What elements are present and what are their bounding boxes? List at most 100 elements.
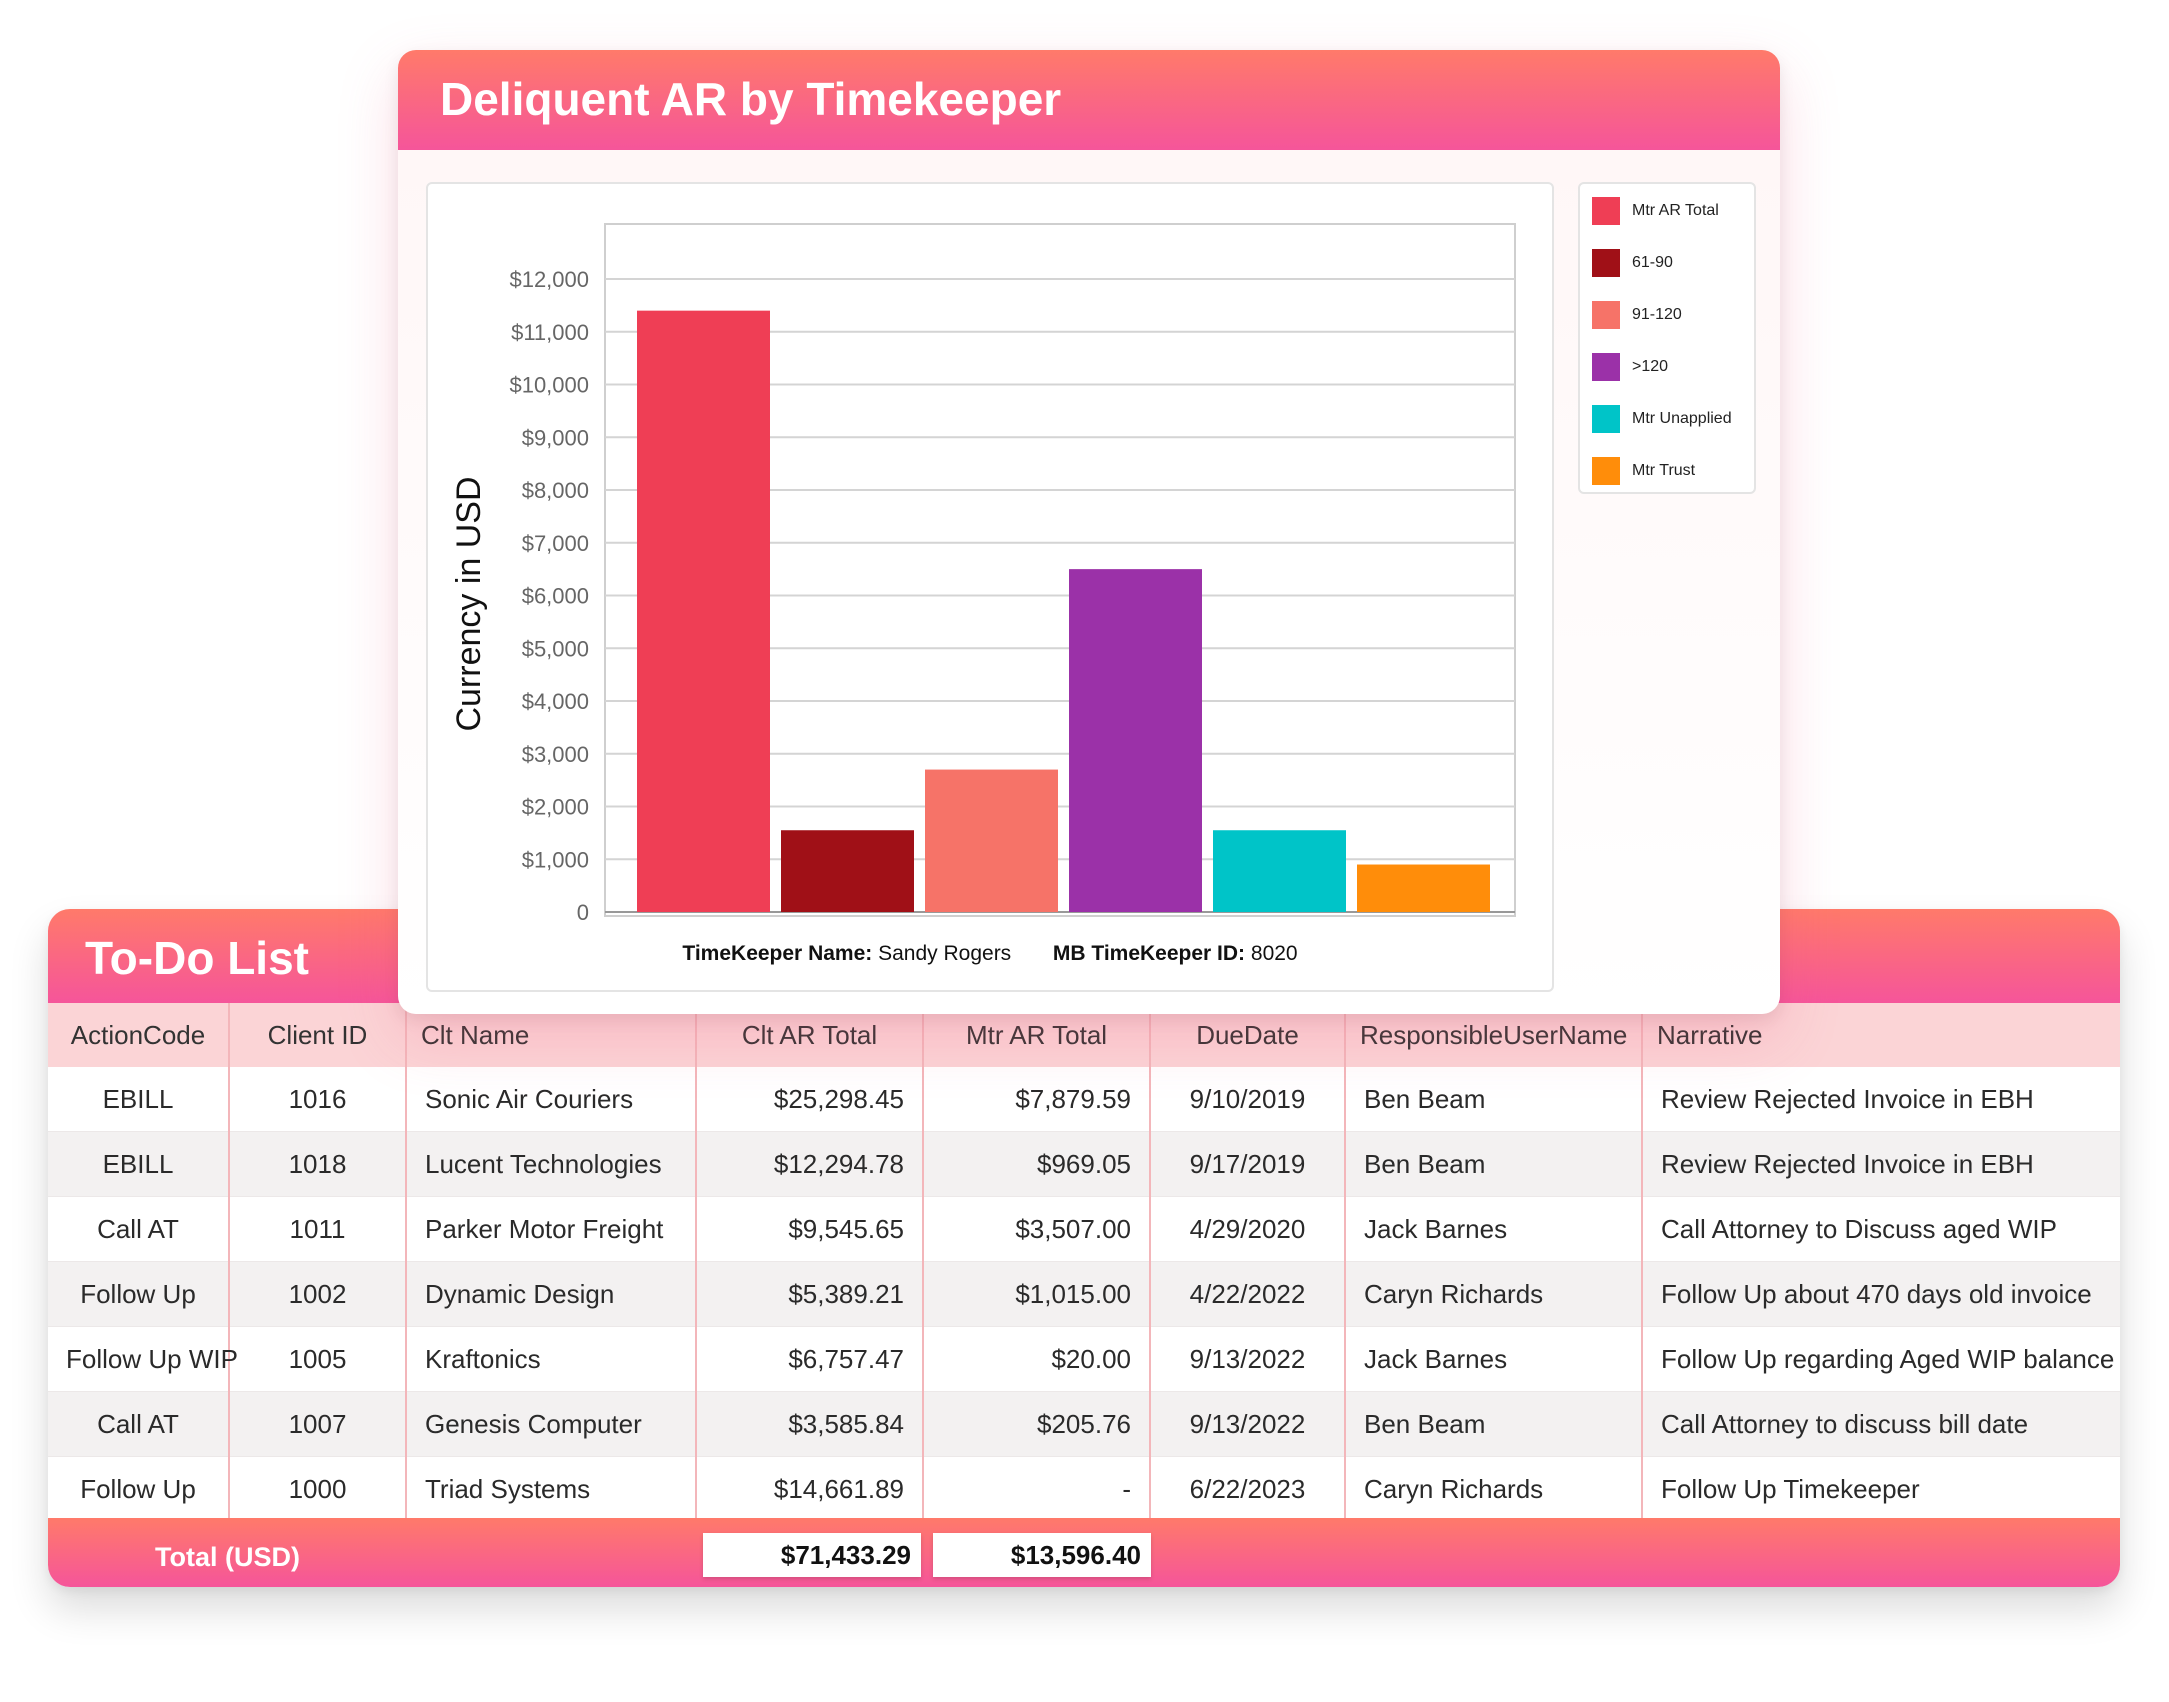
cell-actioncode: Follow Up	[48, 1456, 230, 1521]
table-row[interactable]: Follow Up 1000 Triad Systems $14,661.89-6/2…	[48, 1456, 2120, 1521]
cell-responsible-user: Jack Barnes	[1345, 1196, 1643, 1262]
bar-mtr-ar-total	[637, 310, 770, 912]
cell-client-id: 1016	[229, 1067, 407, 1132]
cell-duedate: 9/17/2019	[1150, 1131, 1346, 1197]
cell-actioncode: Follow Up	[48, 1261, 230, 1327]
cell-clt-name: Sonic Air Couriers	[406, 1067, 697, 1132]
cell-duedate: 4/22/2022	[1150, 1261, 1346, 1327]
todo-table: ActionCode Client ID Clt Name Clt AR Tot…	[48, 1003, 2120, 1521]
bar-chart: 0 $1,000 $2,000 $3,000 $4,000 $5,000 $6,000 $7,…	[450, 223, 1516, 925]
plot-card: 0 $1,000 $2,000 $3,000 $4,000 $5,000 $6,000 $7,…	[426, 182, 1554, 992]
chart-panel: Deliquent AR by Timekeeper 0 $1,000 $2,000…	[398, 50, 1780, 1014]
timekeeper-id-value: 8020	[1250, 942, 1298, 965]
cell-narrative: Follow Up Timekeeper	[1642, 1456, 2120, 1521]
table-row[interactable]: Call AT 1011 Parker Motor Freight $9,545.65…	[48, 1196, 2120, 1262]
legend-swatch	[1592, 301, 1620, 329]
cell-duedate: 4/29/2020	[1150, 1196, 1346, 1262]
y-tick-label: $4,000	[522, 689, 589, 714]
cell-narrative: Call Attorney to Discuss aged WIP	[1642, 1196, 2120, 1262]
total-mtr-ar: $13,596.40	[933, 1533, 1151, 1577]
y-tick-label: $1,000	[522, 847, 589, 872]
legend-label: Mtr AR Total	[1632, 202, 1719, 219]
cell-mtr-ar-total: $205.76	[923, 1391, 1151, 1457]
table-row[interactable]: Call AT 1007 Genesis Computer $3,585.84 $205…	[48, 1391, 2120, 1457]
y-tick-label: 0	[577, 900, 589, 925]
totals-bar: Total (USD) $71,433.29 $13,596.40	[48, 1518, 2120, 1587]
cell-duedate: 9/13/2022	[1150, 1326, 1346, 1392]
cell-client-id: 1007	[229, 1391, 407, 1457]
legend-swatch	[1592, 249, 1620, 277]
timekeeper-name-label: TimeKeeper Name:	[682, 942, 873, 965]
y-tick-label: $9,000	[522, 425, 589, 450]
cell-client-id: 1011	[229, 1196, 407, 1262]
legend-label: Mtr Trust	[1632, 462, 1696, 479]
cell-narrative: Call Attorney to discuss bill date	[1642, 1391, 2120, 1457]
table-row[interactable]: Follow Up WIP 1005 Kraftonics $6,757.47 $20.…	[48, 1326, 2120, 1392]
column-header-client-id[interactable]: Client ID	[229, 1003, 407, 1067]
cell-client-id: 1005	[229, 1326, 407, 1392]
cell-client-id: 1002	[229, 1261, 407, 1327]
cell-responsible-user: Ben Beam	[1345, 1067, 1643, 1132]
y-tick-label: $2,000	[522, 795, 589, 820]
cell-narrative: Review Rejected Invoice in EBH	[1642, 1067, 2120, 1132]
legend-label: Mtr Unapplied	[1632, 410, 1732, 427]
cell-mtr-ar-total: $7,879.59	[923, 1067, 1151, 1132]
cell-responsible-user: Jack Barnes	[1345, 1326, 1643, 1392]
cell-actioncode: Call AT	[48, 1391, 230, 1457]
timekeeper-id-label: MB TimeKeeper ID:	[1052, 942, 1246, 965]
cell-duedate: 6/22/2023	[1150, 1456, 1346, 1521]
cell-responsible-user: Caryn Richards	[1345, 1456, 1643, 1521]
cell-clt-name: Lucent Technologies	[406, 1131, 697, 1197]
y-tick-label: $5,000	[522, 636, 589, 661]
chart-title: Deliquent AR by Timekeeper	[440, 73, 1062, 125]
bar-mtr-trust	[1357, 864, 1490, 912]
legend-label: 91-120	[1632, 306, 1682, 323]
y-tick-label: $8,000	[522, 478, 589, 503]
cell-clt-name: Dynamic Design	[406, 1261, 697, 1327]
timekeeper-info: TimeKeeper Name: Sandy Rogers MB TimeKee…	[428, 942, 1552, 966]
column-header-actioncode[interactable]: ActionCode	[48, 1003, 230, 1067]
cell-duedate: 9/10/2019	[1150, 1067, 1346, 1132]
cell-narrative: Follow Up regarding Aged WIP balance	[1642, 1326, 2120, 1392]
bar-91-120	[925, 769, 1058, 912]
cell-narrative: Follow Up about 470 days old invoice	[1642, 1261, 2120, 1327]
cell-mtr-ar-total: -	[923, 1456, 1151, 1521]
chart-header: Deliquent AR by Timekeeper	[398, 50, 1780, 150]
cell-duedate: 9/13/2022	[1150, 1391, 1346, 1457]
legend-label: 61-90	[1632, 254, 1673, 271]
table-row[interactable]: Follow Up 1002 Dynamic Design $5,389.21 $1,0…	[48, 1261, 2120, 1327]
cell-actioncode: EBILL	[48, 1131, 230, 1197]
cell-actioncode: EBILL	[48, 1067, 230, 1132]
cell-clt-name: Triad Systems	[406, 1456, 697, 1521]
y-tick-label: $3,000	[522, 742, 589, 767]
cell-clt-ar-total: $6,757.47	[696, 1326, 924, 1392]
y-tick-label: $6,000	[522, 584, 589, 609]
y-tick-label: $10,000	[509, 373, 589, 398]
cell-client-id: 1000	[229, 1456, 407, 1521]
cell-actioncode: Follow Up WIP	[48, 1326, 238, 1392]
total-label: Total (USD)	[155, 1542, 300, 1572]
cell-mtr-ar-total: $20.00	[923, 1326, 1151, 1392]
cell-narrative: Review Rejected Invoice in EBH	[1642, 1131, 2120, 1197]
cell-clt-name: Genesis Computer	[406, 1391, 697, 1457]
cell-responsible-user: Ben Beam	[1345, 1391, 1643, 1457]
cell-clt-name: Kraftonics	[406, 1326, 697, 1392]
chart-legend: Mtr AR Total 61-90 91-120 >120 Mtr Unapplied…	[1578, 182, 1756, 494]
bar-mtr-unapplied	[1213, 830, 1346, 912]
bar-61-90	[781, 830, 914, 912]
cell-responsible-user: Caryn Richards	[1345, 1261, 1643, 1327]
cell-clt-ar-total: $9,545.65	[696, 1196, 924, 1262]
total-clt-ar: $71,433.29	[703, 1533, 921, 1577]
y-tick-label: $11,000	[511, 320, 589, 345]
cell-clt-ar-total: $3,585.84	[696, 1391, 924, 1457]
cell-clt-name: Parker Motor Freight	[406, 1196, 697, 1262]
cell-mtr-ar-total: $1,015.00	[923, 1261, 1151, 1327]
y-tick-label: $7,000	[522, 531, 589, 556]
cell-clt-ar-total: $12,294.78	[696, 1131, 924, 1197]
cell-responsible-user: Ben Beam	[1345, 1131, 1643, 1197]
cell-clt-ar-total: $5,389.21	[696, 1261, 924, 1327]
table-row[interactable]: EBILL 1016 Sonic Air Couriers $25,298.45 $7,…	[48, 1067, 2120, 1132]
table-row[interactable]: EBILL 1018 Lucent Technologies $12,294.78 $9…	[48, 1131, 2120, 1197]
cell-mtr-ar-total: $3,507.00	[923, 1196, 1151, 1262]
legend-swatch	[1592, 197, 1620, 225]
